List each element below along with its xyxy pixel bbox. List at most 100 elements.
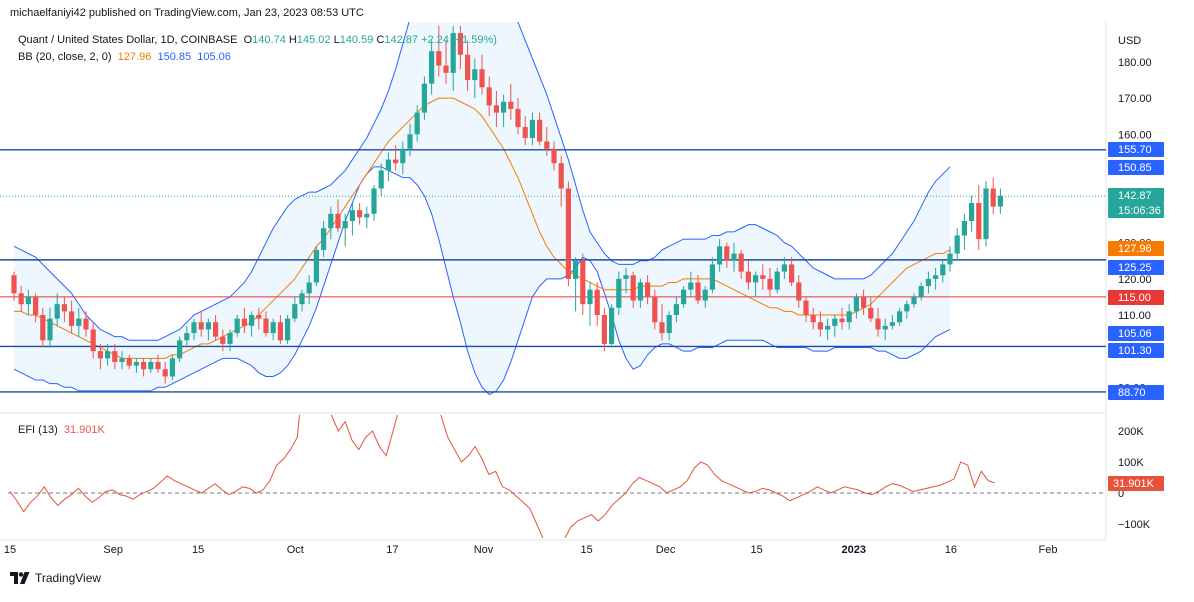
candle-body	[465, 54, 471, 81]
candle-body	[285, 318, 291, 341]
candle-body	[421, 83, 427, 113]
candle-body	[25, 296, 31, 305]
candle-body	[277, 322, 283, 341]
candle-body	[501, 101, 507, 113]
time-tick-label: 15	[192, 544, 204, 556]
efi-tick-label: 0	[1118, 488, 1124, 500]
candle-body	[357, 210, 363, 218]
candle-body	[695, 282, 701, 301]
price-tag-label: 150.85	[1118, 162, 1152, 174]
candle-body	[18, 293, 24, 305]
price-tag-box	[1108, 260, 1164, 275]
candle-body	[349, 210, 355, 222]
candle-body	[493, 105, 499, 113]
candle-body	[882, 325, 888, 330]
candle-body	[148, 361, 154, 370]
candle-body	[90, 329, 96, 352]
ohlc-high-label: H	[288, 34, 297, 46]
candle-body	[976, 202, 982, 240]
price-grid	[0, 22, 1107, 541]
candle-body	[169, 358, 175, 377]
candle-body	[47, 318, 53, 341]
candle-body	[40, 315, 46, 341]
efi-panel	[8, 415, 1106, 538]
time-tick-label: Oct	[287, 544, 304, 556]
candle-body	[443, 65, 449, 73]
candle-body	[385, 159, 391, 171]
time-tick-label: 2023	[842, 544, 866, 556]
price-tag-label: 142.87	[1118, 190, 1152, 202]
price-tag-label: 125.25	[1118, 262, 1152, 274]
bollinger-bands	[13, 22, 951, 396]
candle-body	[400, 148, 406, 164]
candle-body	[846, 311, 852, 323]
candle-body	[486, 87, 492, 106]
ohlc-change: +2.24 (+1.59%)	[421, 34, 497, 46]
price-tag-box	[1108, 241, 1164, 256]
price-tag-label: 127.96	[1118, 243, 1152, 255]
publisher-line: michaelfaniyi42 published on TradingView…	[10, 7, 364, 19]
candle-body	[565, 188, 571, 279]
efi-tag-label: 31.901K	[1113, 478, 1155, 490]
candle-body	[220, 336, 226, 344]
candle-body	[774, 271, 780, 290]
candle-body	[925, 278, 931, 287]
candle-body	[933, 275, 939, 279]
candle-body	[659, 322, 665, 334]
bb-legend[interactable]: BB (20, close, 2, 0) 127.96 150.85 105.0…	[18, 51, 231, 63]
bb-lower-line	[13, 166, 951, 396]
candle-body	[69, 311, 75, 326]
candle-body	[11, 275, 17, 294]
candle-body	[378, 170, 384, 189]
candle-body	[76, 318, 82, 326]
candle-body	[407, 134, 413, 149]
candle-body	[321, 228, 327, 250]
candle-body	[313, 249, 319, 283]
candle-body	[364, 213, 370, 218]
candle-body	[724, 246, 730, 261]
price-tag-box	[1108, 326, 1164, 341]
candle-body	[897, 311, 903, 323]
price-tick-label: 110.00	[1118, 310, 1151, 322]
time-tick-label: 16	[945, 544, 957, 556]
candle-body	[191, 322, 197, 334]
candle-body	[544, 141, 550, 149]
price-tick-label: 170.00	[1118, 93, 1152, 105]
efi-legend[interactable]: EFI (13) 31.901K	[18, 424, 105, 436]
candle-body	[83, 318, 89, 330]
candle-body	[393, 159, 399, 164]
price-tag-label: 101.30	[1118, 345, 1152, 357]
price-tag-box	[1108, 160, 1164, 175]
candle-body	[990, 188, 996, 207]
time-tick-label: 15	[581, 544, 593, 556]
currency-label: USD	[1118, 35, 1141, 47]
candle-body	[983, 188, 989, 240]
candle-body	[918, 286, 924, 297]
candle-body	[292, 304, 298, 319]
price-tag-box	[1108, 385, 1164, 400]
efi-value: 31.901K	[63, 424, 105, 436]
time-tick-label: 15	[4, 544, 16, 556]
candle-body	[54, 304, 60, 319]
candle-body	[580, 260, 586, 305]
candle-body	[472, 69, 478, 81]
candle-body	[796, 282, 802, 301]
bb-label: BB (20, close, 2, 0)	[18, 51, 112, 63]
candle-body	[371, 188, 377, 214]
efi-tick-label: 200K	[1118, 426, 1144, 438]
candle-body	[681, 289, 687, 305]
candle-body	[241, 318, 247, 326]
candle-body	[155, 361, 161, 370]
candle-body	[997, 195, 1003, 207]
candle-body	[637, 282, 643, 301]
candle-body	[904, 304, 910, 312]
price-tag-label: 15:06:36	[1118, 205, 1161, 217]
symbol-legend[interactable]: Quant / United States Dollar, 1D, COINBA…	[18, 34, 497, 46]
candle-body	[249, 315, 255, 326]
tradingview-footer[interactable]: TradingView	[10, 571, 101, 585]
candle-body	[594, 289, 600, 315]
ohlc-open-label: O	[243, 34, 253, 46]
price-tag-box	[1108, 290, 1164, 305]
candle-body	[234, 318, 240, 334]
